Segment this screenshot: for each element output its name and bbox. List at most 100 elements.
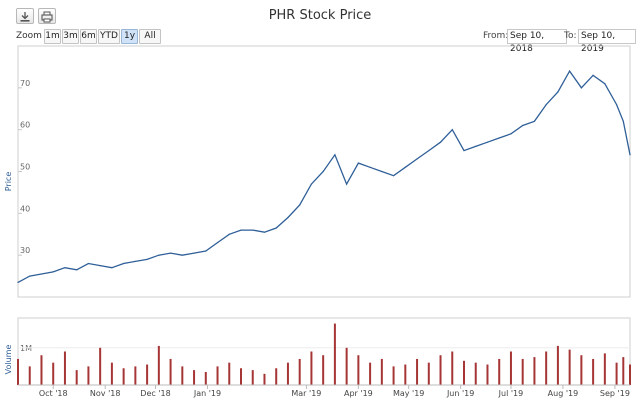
to-date-input[interactable]: Sep 10, 2019 xyxy=(578,29,636,54)
price-point xyxy=(622,120,624,122)
x-tick-label: Mar '19 xyxy=(291,389,321,398)
volume-bar xyxy=(181,366,184,385)
volume-bar xyxy=(369,362,372,385)
print-icon xyxy=(41,11,53,23)
volume-bar xyxy=(251,370,254,385)
price-point xyxy=(275,227,277,229)
price-point xyxy=(158,254,160,256)
price-point xyxy=(604,83,606,85)
zoom-all-button[interactable]: All xyxy=(139,29,161,44)
volume-bar xyxy=(298,358,301,385)
volume-bar xyxy=(134,366,137,385)
chart-title: PHR Stock Price xyxy=(268,8,372,23)
price-point xyxy=(169,252,172,254)
volume-bar xyxy=(310,351,313,385)
price-point xyxy=(498,137,500,139)
price-point xyxy=(322,170,324,173)
price-point xyxy=(134,260,136,263)
price-point xyxy=(510,133,512,135)
price-point xyxy=(52,271,54,273)
volume-bar xyxy=(52,362,55,385)
volume-bar xyxy=(28,366,31,385)
zoom-6m-button[interactable]: 6m xyxy=(80,29,97,44)
price-point xyxy=(569,70,571,72)
price-point xyxy=(287,216,289,219)
volume-bar xyxy=(404,364,407,385)
price-point xyxy=(346,183,348,185)
price-point xyxy=(486,141,489,143)
x-axis: Oct '18 Nov '18 Dec '18 Jan '19 Mar '19 Apr '… xyxy=(18,384,630,398)
print-button[interactable] xyxy=(38,8,56,24)
x-tick-label: May '19 xyxy=(393,389,424,398)
x-tick-label: Aug '19 xyxy=(548,389,579,398)
x-tick-label: Jul '19 xyxy=(498,389,524,398)
price-point xyxy=(439,141,442,143)
volume-bar xyxy=(509,351,512,385)
y-tick-label: 70 xyxy=(20,79,30,88)
to-label: To: xyxy=(564,31,577,41)
y-tick-label: 60 xyxy=(20,121,30,130)
x-tick-label: Apr '19 xyxy=(344,389,373,398)
x-tick-label: Jan '19 xyxy=(193,389,221,398)
volume-bar xyxy=(333,323,336,385)
volume-bar xyxy=(568,349,571,385)
price-pane: 30 40 50 60 70 Price xyxy=(4,45,631,298)
price-point xyxy=(428,149,430,152)
x-tick-label: Sep '19 xyxy=(600,389,630,398)
volume-bar xyxy=(345,347,348,385)
volume-bar xyxy=(545,351,548,385)
download-button[interactable] xyxy=(16,8,34,24)
volume-bar xyxy=(146,364,149,385)
zoom-1m-button[interactable]: 1m xyxy=(44,29,61,44)
price-point xyxy=(17,281,19,283)
price-point xyxy=(181,254,183,256)
zoom-ytd-button[interactable]: YTD xyxy=(98,29,120,44)
price-line xyxy=(17,69,631,283)
price-point xyxy=(193,252,195,254)
volume-bar xyxy=(521,358,524,385)
from-label: From: xyxy=(483,31,509,41)
price-point xyxy=(629,154,631,156)
price-point xyxy=(357,162,359,164)
price-point xyxy=(263,231,266,233)
price-point xyxy=(64,267,66,269)
volume-bar xyxy=(392,366,395,385)
price-point xyxy=(146,258,148,260)
volume-bar xyxy=(204,371,207,385)
price-point xyxy=(216,242,219,244)
volume-bar xyxy=(451,351,454,385)
volume-bar xyxy=(157,345,160,385)
zoom-label: Zoom xyxy=(16,31,42,41)
price-point xyxy=(580,87,582,89)
price-point xyxy=(111,267,113,269)
volume-axis-title: Volume xyxy=(4,345,13,375)
price-point xyxy=(123,262,125,265)
price-point xyxy=(240,229,242,231)
zoom-1y-button[interactable]: 1y xyxy=(121,29,138,44)
volume-bar xyxy=(474,362,477,385)
volume-bar xyxy=(498,358,501,385)
volume-bar xyxy=(603,353,606,385)
zoom-3m-button[interactable]: 3m xyxy=(62,29,79,44)
x-tick-label: Oct '18 xyxy=(39,389,68,398)
price-point xyxy=(40,273,43,275)
volume-bar xyxy=(286,362,289,385)
from-date-input[interactable]: Sep 10, 2018 xyxy=(507,29,567,54)
price-point xyxy=(228,233,230,235)
x-tick-label: Dec '18 xyxy=(140,389,170,398)
price-point xyxy=(87,262,90,265)
volume-bar xyxy=(357,355,360,385)
volume-bar xyxy=(216,366,219,385)
price-point xyxy=(522,124,524,127)
volume-bar xyxy=(240,368,243,385)
volume-bar xyxy=(427,362,430,385)
price-point xyxy=(475,145,477,147)
volume-bar xyxy=(17,358,19,385)
price-point xyxy=(205,250,207,252)
volume-bar xyxy=(193,370,196,385)
price-point xyxy=(592,74,594,76)
volume-bar xyxy=(622,357,625,385)
volume-bar xyxy=(40,355,43,385)
volume-bar xyxy=(228,362,231,385)
